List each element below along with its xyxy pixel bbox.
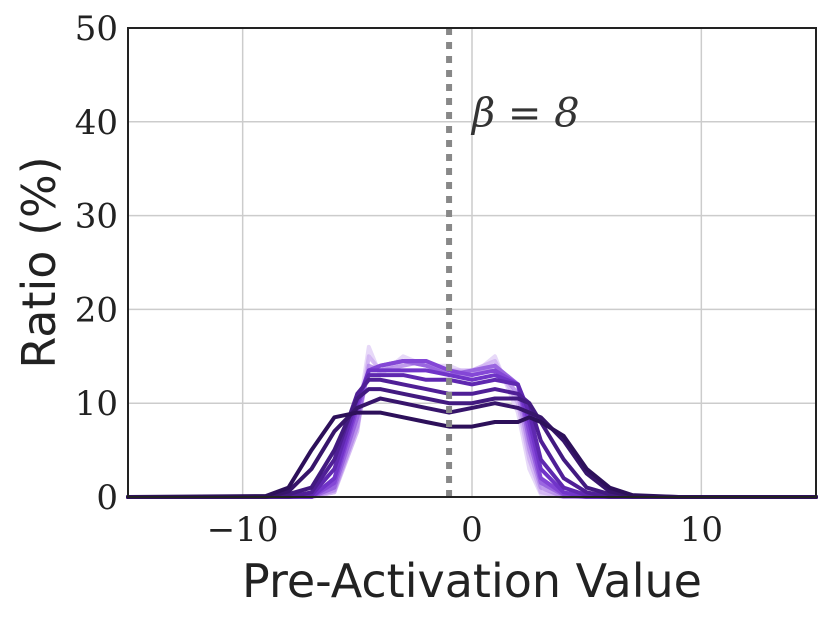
series-line-s10 [126, 396, 818, 499]
plot-frame [127, 27, 817, 498]
y-tick-labels: 0 10 20 30 40 50 [75, 9, 118, 518]
x-tick-labels: −10 0 10 [207, 510, 723, 550]
x-tick-label: 0 [461, 510, 483, 550]
y-tick-label: 0 [96, 478, 118, 518]
y-axis-label: Ratio (%) [12, 156, 66, 368]
x-tick-label: −10 [207, 510, 279, 550]
y-tick-label: 50 [75, 9, 118, 49]
series-line-s11 [126, 410, 818, 499]
y-tick-label: 10 [75, 384, 118, 424]
series-line-s9 [126, 387, 818, 499]
beta-annotation: β = 8 [470, 90, 580, 136]
y-tick-label: 30 [75, 197, 118, 237]
series-line-s8 [126, 377, 818, 499]
y-tick-label: 20 [75, 290, 118, 330]
y-tick-label: 40 [75, 103, 118, 143]
x-tick-label: 10 [680, 510, 723, 550]
x-axis-label: Pre-Activation Value [242, 554, 702, 608]
